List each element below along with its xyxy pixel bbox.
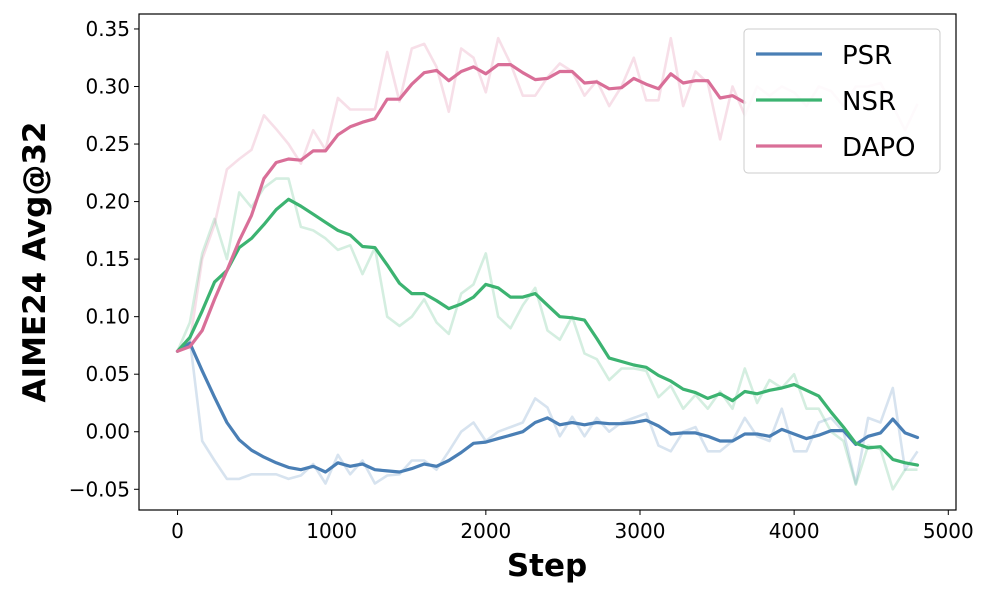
y-tick-label: 0.30 bbox=[85, 75, 130, 99]
y-tick-label: 0.10 bbox=[85, 305, 130, 329]
x-tick-label: 2000 bbox=[460, 519, 511, 543]
y-tick-label: 0.00 bbox=[85, 420, 130, 444]
x-tick-label: 0 bbox=[171, 519, 184, 543]
psr-raw-line bbox=[176, 338, 919, 485]
y-axis-title: AIME24 Avg@32 bbox=[17, 122, 53, 403]
smoothed-series-lines bbox=[175, 62, 920, 474]
y-tick-label: 0.05 bbox=[85, 362, 130, 386]
legend-label-dapo: DAPO bbox=[842, 133, 916, 163]
x-tick-label: 5000 bbox=[923, 519, 974, 543]
y-axis-ticks: −0.05 0.00 0.05 0.10 0.15 0.20 0.25 0.30 0.35 bbox=[69, 17, 139, 501]
x-tick-label: 4000 bbox=[769, 519, 820, 543]
legend-label-psr: PSR bbox=[842, 41, 892, 71]
dapo-line bbox=[175, 62, 747, 353]
plot-frame bbox=[138, 13, 957, 511]
y-tick-label: 0.35 bbox=[85, 17, 130, 41]
nsr-raw-line bbox=[176, 177, 918, 491]
y-tick-label: 0.20 bbox=[85, 190, 130, 214]
legend-label-nsr: NSR bbox=[842, 87, 896, 117]
nsr-line bbox=[175, 197, 920, 467]
legend: PSR NSR DAPO bbox=[743, 28, 941, 174]
x-tick-label: 3000 bbox=[615, 519, 666, 543]
x-axis-ticks: 0 1000 2000 3000 4000 5000 bbox=[171, 510, 974, 543]
y-tick-label: 0.25 bbox=[85, 132, 130, 156]
y-tick-label: 0.15 bbox=[85, 247, 130, 271]
y-tick-label: −0.05 bbox=[69, 477, 130, 501]
x-tick-label: 1000 bbox=[306, 519, 357, 543]
psr-line bbox=[175, 341, 920, 474]
x-axis-title: Step bbox=[507, 548, 587, 584]
legend-box bbox=[743, 28, 941, 174]
